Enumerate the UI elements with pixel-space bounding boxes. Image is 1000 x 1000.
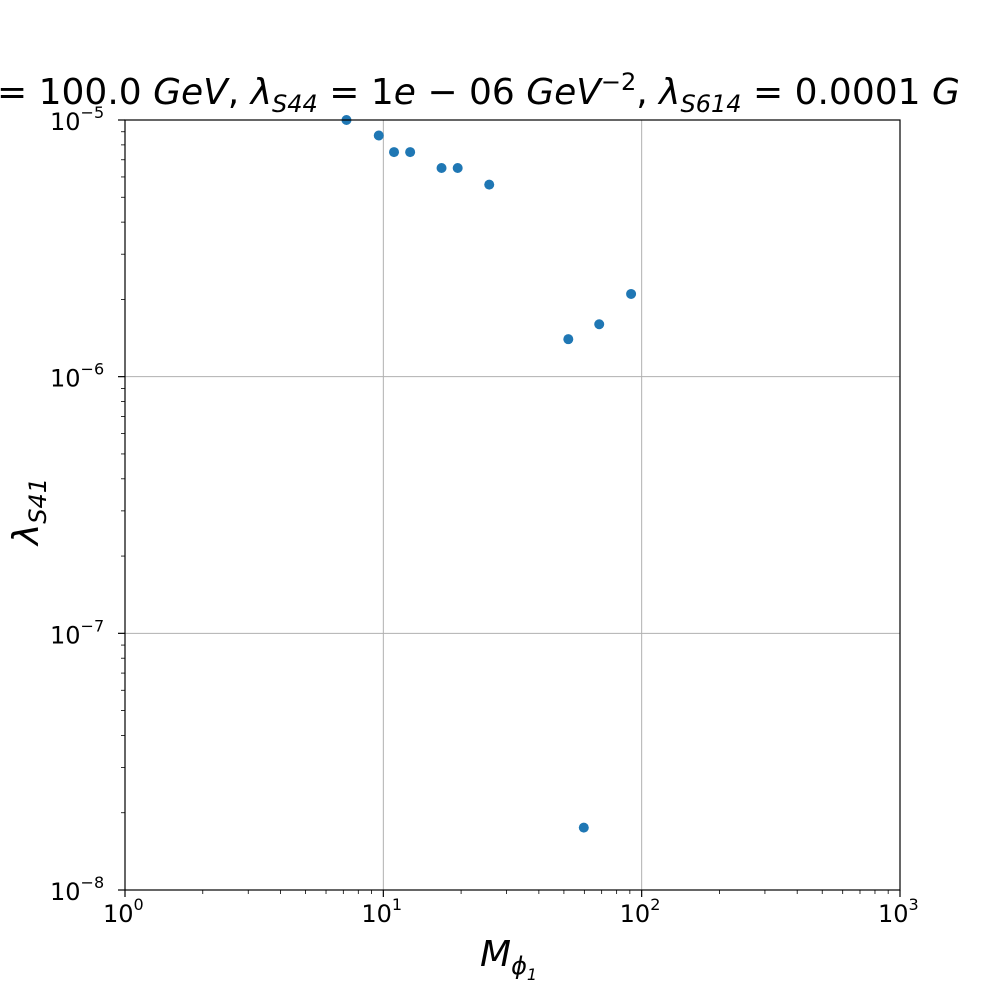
x-tick-label: 102	[620, 895, 661, 928]
scatter-point	[436, 163, 447, 174]
y-tick-label: 10−8	[50, 873, 104, 906]
minor-ticks	[121, 131, 889, 894]
scatter-point	[484, 179, 495, 190]
grid-lines	[125, 120, 900, 890]
x-tick-label: 100	[103, 895, 144, 928]
scatter-point	[452, 163, 463, 174]
x-tick-label: 103	[878, 895, 919, 928]
data-points	[341, 115, 637, 833]
x-axis-label: Mϕ1	[480, 934, 537, 984]
tick-labels: 100 101 102 103 10−8 10−7 10−6 10−5	[50, 103, 919, 928]
y-tick-label: 10−7	[50, 616, 104, 649]
scatter-point	[405, 147, 416, 158]
y-axis-label: λS41	[6, 478, 52, 547]
scatter-point	[373, 130, 384, 141]
scatter-point	[578, 822, 589, 833]
plot-frame	[124, 119, 901, 891]
x-tick-label: 101	[361, 895, 402, 928]
chart-title: = 100.0 GeV, λS44 = 1e − 06 GeV−2, λS614…	[0, 68, 960, 118]
scatter-point	[563, 334, 574, 345]
scatter-point	[389, 147, 400, 158]
scatter-point	[626, 288, 637, 299]
y-tick-label: 10−6	[50, 360, 104, 393]
major-ticks	[118, 119, 901, 897]
y-tick-label: 10−5	[50, 103, 104, 136]
scatter-point	[594, 319, 605, 330]
